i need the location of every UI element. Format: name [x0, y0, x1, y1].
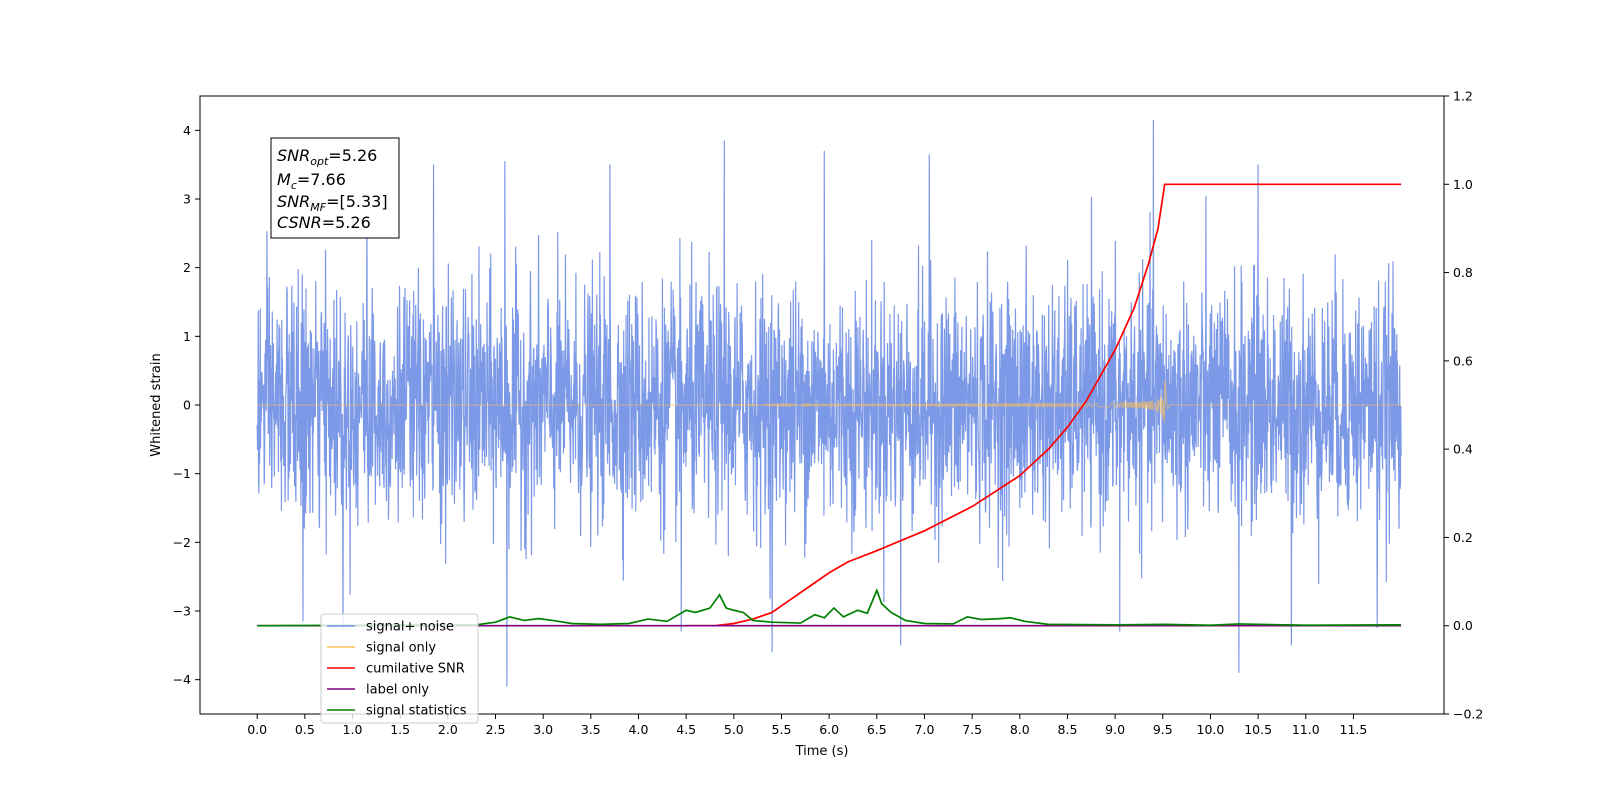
y-tick-label-4: 0 — [183, 398, 191, 413]
x-tick-label-19: 9.5 — [1153, 722, 1173, 737]
y-tick-label-3: 1 — [183, 329, 191, 344]
x-tick-label-8: 4.0 — [629, 722, 649, 737]
x-tick-label-22: 11.0 — [1292, 722, 1320, 737]
series-signal-noise — [256, 120, 1402, 687]
x-tick-label-13: 6.5 — [867, 722, 887, 737]
y-tick-label-2: 2 — [183, 260, 191, 275]
legend-label-2: cumilative SNR — [366, 662, 465, 677]
plot-area — [256, 120, 1402, 687]
y-tick-label-8: −4 — [173, 672, 191, 687]
info-line-mc: Mc=7.66 — [277, 170, 346, 192]
y2-tick-label-2: 0.8 — [1453, 265, 1473, 280]
info-line-csnr: CSNR=5.26 — [277, 213, 371, 232]
legend-frame — [320, 613, 479, 724]
series-cumilative-snr — [686, 183, 1402, 627]
y-tick-label-0: 4 — [183, 123, 191, 138]
x-tick-label-20: 10.0 — [1197, 722, 1225, 737]
info-box-frame — [270, 137, 400, 239]
x-tick-label-23: 11.5 — [1340, 722, 1368, 737]
x-tick-label-10: 5.0 — [724, 722, 744, 737]
x-tick-label-12: 6.0 — [819, 722, 839, 737]
x-tick-label-18: 9.0 — [1105, 722, 1125, 737]
x-tick-label-9: 4.5 — [676, 722, 696, 737]
legend-label-1: signal only — [366, 641, 436, 656]
axes: 0.0 0.5 1.0 1.5 2.0 2.5 3.0 3.5 4.0 4.5 5.0 5.5 6.0 6… — [173, 89, 1484, 738]
y2-tick-label-0: 1.2 — [1453, 89, 1473, 104]
x-tick-label-0: 0.0 — [247, 722, 267, 737]
series-signal-only — [257, 379, 1402, 423]
x-tick-label-7: 3.5 — [581, 722, 601, 737]
x-axis-label: Time (s) — [795, 744, 849, 759]
legend-label-4: signal statistics — [366, 704, 467, 719]
x-tick-label-15: 7.5 — [962, 722, 982, 737]
x-tick-label-11: 5.5 — [772, 722, 792, 737]
series-signal-statistics — [257, 588, 1402, 627]
x-tick-label-3: 1.5 — [390, 722, 410, 737]
info-line-snr-opt: SNRopt=5.26 — [277, 146, 377, 168]
y2-tick-label-4: 0.4 — [1453, 442, 1473, 457]
y2-tick-label-5: 0.2 — [1453, 530, 1473, 545]
y-tick-label-6: −2 — [173, 535, 191, 550]
y2-tick-label-3: 0.6 — [1453, 353, 1473, 368]
y-axis-label: Whitened strain — [149, 353, 164, 456]
info-line-snr-mf: SNRMF=[5.33] — [277, 192, 388, 214]
legend: signal+ noise signal only cumilative SNR la… — [320, 613, 479, 724]
y-tick-label-1: 3 — [183, 192, 191, 207]
y2-tick-label-1: 1.0 — [1453, 177, 1473, 192]
x-tick-label-6: 3.0 — [533, 722, 553, 737]
y2-tick-label-7: −0.2 — [1453, 707, 1483, 722]
x-tick-label-2: 1.0 — [343, 722, 363, 737]
x-tick-label-1: 0.5 — [295, 722, 315, 737]
x-tick-label-16: 8.0 — [1010, 722, 1030, 737]
y-tick-label-5: −1 — [173, 466, 191, 481]
legend-label-0: signal+ noise — [366, 620, 454, 635]
legend-label-3: label only — [366, 683, 429, 698]
x-tick-label-14: 7.0 — [915, 722, 935, 737]
x-tick-label-21: 10.5 — [1244, 722, 1272, 737]
x-tick-label-5: 2.5 — [486, 722, 506, 737]
y-tick-label-7: −3 — [173, 604, 191, 619]
x-tick-label-4: 2.0 — [438, 722, 458, 737]
x-tick-label-17: 8.5 — [1058, 722, 1078, 737]
info-box: SNRopt=5.26 Mc=7.66 SNRMF=[5.33] CSNR=5.… — [270, 137, 400, 239]
y2-tick-label-6: 0.0 — [1453, 618, 1473, 633]
